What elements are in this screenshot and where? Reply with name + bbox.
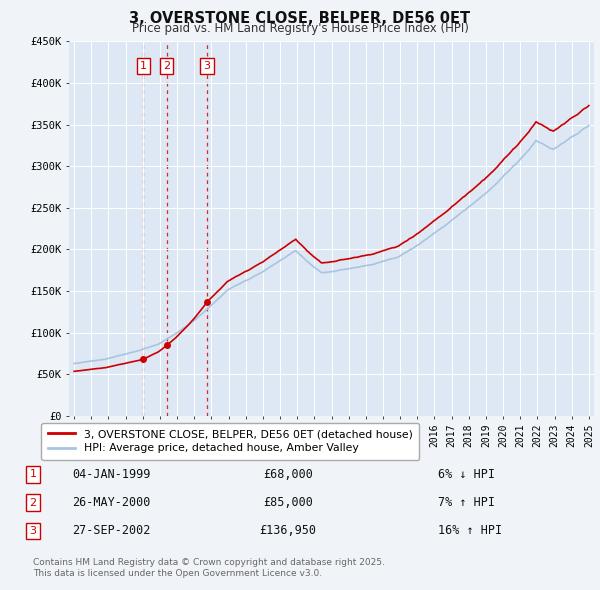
Text: £85,000: £85,000 (263, 496, 313, 509)
Text: 16% ↑ HPI: 16% ↑ HPI (438, 525, 502, 537)
Legend: 3, OVERSTONE CLOSE, BELPER, DE56 0ET (detached house), HPI: Average price, detac: 3, OVERSTONE CLOSE, BELPER, DE56 0ET (de… (41, 422, 419, 460)
Text: 26-MAY-2000: 26-MAY-2000 (72, 496, 151, 509)
Text: 3: 3 (29, 526, 37, 536)
Text: 6% ↓ HPI: 6% ↓ HPI (438, 468, 495, 481)
Text: 04-JAN-1999: 04-JAN-1999 (72, 468, 151, 481)
Text: Contains HM Land Registry data © Crown copyright and database right 2025.
This d: Contains HM Land Registry data © Crown c… (33, 558, 385, 578)
Text: 3: 3 (203, 61, 211, 71)
Text: 2: 2 (163, 61, 170, 71)
Text: 2: 2 (29, 498, 37, 507)
Text: 1: 1 (140, 61, 146, 71)
Text: 7% ↑ HPI: 7% ↑ HPI (438, 496, 495, 509)
Text: 1: 1 (29, 470, 37, 479)
Text: Price paid vs. HM Land Registry's House Price Index (HPI): Price paid vs. HM Land Registry's House … (131, 22, 469, 35)
Text: 3, OVERSTONE CLOSE, BELPER, DE56 0ET: 3, OVERSTONE CLOSE, BELPER, DE56 0ET (130, 11, 470, 25)
Text: 27-SEP-2002: 27-SEP-2002 (72, 525, 151, 537)
Text: £68,000: £68,000 (263, 468, 313, 481)
Text: £136,950: £136,950 (260, 525, 317, 537)
